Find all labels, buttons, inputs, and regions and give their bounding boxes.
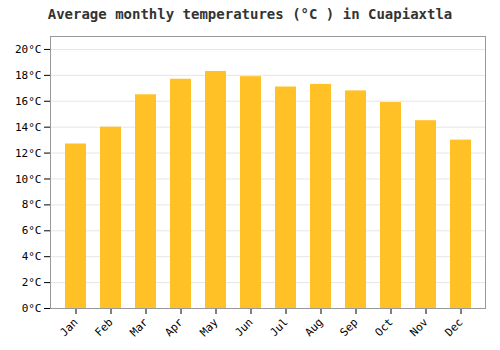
svg-text:Sep: Sep bbox=[337, 316, 360, 339]
svg-text:Nov: Nov bbox=[407, 315, 431, 339]
svg-text:10°C: 10°C bbox=[15, 172, 42, 185]
svg-text:Jul: Jul bbox=[267, 316, 290, 339]
svg-text:Feb: Feb bbox=[92, 316, 115, 339]
svg-text:Mar: Mar bbox=[127, 315, 151, 339]
svg-text:Jan: Jan bbox=[57, 316, 80, 339]
svg-text:Aug: Aug bbox=[302, 316, 325, 339]
svg-text:0°C: 0°C bbox=[22, 302, 42, 315]
svg-text:12°C: 12°C bbox=[15, 147, 42, 160]
svg-text:Dec: Dec bbox=[442, 316, 465, 339]
svg-text:Oct: Oct bbox=[372, 316, 395, 339]
svg-text:14°C: 14°C bbox=[15, 121, 42, 134]
svg-text:Apr: Apr bbox=[162, 315, 186, 339]
svg-text:May: May bbox=[197, 315, 221, 339]
svg-text:8°C: 8°C bbox=[22, 198, 42, 211]
svg-text:Jun: Jun bbox=[232, 316, 255, 339]
svg-text:4°C: 4°C bbox=[22, 250, 42, 263]
svg-text:6°C: 6°C bbox=[22, 224, 42, 237]
html-text:Average monthly temperatures (: Average monthly temperatures (°C ) in Cu… bbox=[47, 6, 453, 22]
svg-text:20°C: 20°C bbox=[15, 43, 42, 56]
svg-text:18°C: 18°C bbox=[15, 69, 42, 82]
svg-text:16°C: 16°C bbox=[15, 95, 42, 108]
svg-text:2°C: 2°C bbox=[22, 276, 42, 289]
